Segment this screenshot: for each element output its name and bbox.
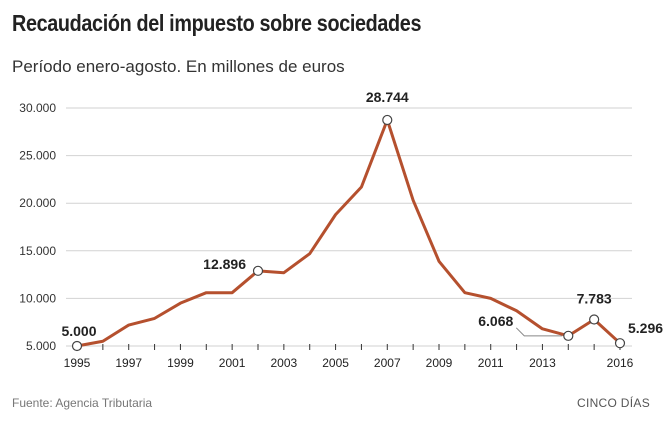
publisher-logo: CINCO DÍAS — [576, 396, 650, 410]
data-label: 6.068 — [478, 313, 513, 329]
y-tick-label: 15.000 — [19, 244, 56, 258]
data-label: 28.744 — [366, 89, 409, 105]
data-label: 7.783 — [577, 291, 612, 307]
chart-title: Recaudación del impuesto sobre sociedade… — [12, 10, 422, 36]
data-point-marker — [563, 330, 574, 341]
x-tick-label: 2016 — [607, 356, 634, 370]
x-tick-label: 1997 — [115, 356, 142, 370]
source-note: Fuente: Agencia Tributaria — [12, 396, 153, 410]
data-point-marker — [71, 340, 83, 352]
gridlines — [66, 107, 632, 347]
line-chart: 5.000 10.000 15.000 20.000 25.000 30.000 1995… — [19, 89, 663, 370]
data-point-marker — [614, 338, 626, 349]
y-tick-label: 25.000 — [19, 149, 56, 163]
data-label: 12.896 — [203, 256, 246, 272]
y-tick-label: 20.000 — [19, 196, 56, 210]
annotation-leaders — [515, 327, 563, 337]
series-line-group — [75, 118, 622, 348]
data-label: 5.296 — [628, 320, 663, 336]
x-tick-label: 1995 — [64, 356, 91, 370]
x-tick-label: 2011 — [478, 356, 504, 370]
x-tick-label: 2003 — [271, 356, 298, 370]
y-tick-label: 5.000 — [26, 339, 56, 353]
data-point-marker — [252, 265, 264, 276]
annotation-leader-line — [515, 327, 563, 337]
x-tick-label: 2009 — [426, 356, 453, 370]
data-point-marker — [382, 114, 393, 126]
x-tick-label: 2013 — [529, 356, 556, 370]
x-tick-label: 1999 — [167, 356, 194, 370]
x-tick-label: 2007 — [374, 356, 401, 370]
y-tick-label: 10.000 — [19, 291, 56, 305]
x-tick-label: 2001 — [219, 356, 246, 370]
chart-subtitle: Período enero-agosto. En millones de eur… — [12, 57, 345, 76]
data-label: 5.000 — [61, 323, 96, 339]
y-axis-ticks: 5.000 10.000 15.000 20.000 25.000 30.000 — [19, 101, 56, 353]
y-tick-label: 30.000 — [19, 101, 56, 115]
annotation-labels: 5.000 12.896 28.744 6.068 7.783 5.296 — [61, 89, 663, 339]
data-point-marker — [589, 314, 600, 325]
annotation-markers — [71, 114, 626, 352]
x-tick-label: 2005 — [322, 356, 349, 370]
x-axis-ticks: 1995 1997 1999 2001 2003 2005 2007 2009 2011 2013… — [64, 344, 634, 370]
series-line — [75, 118, 622, 348]
